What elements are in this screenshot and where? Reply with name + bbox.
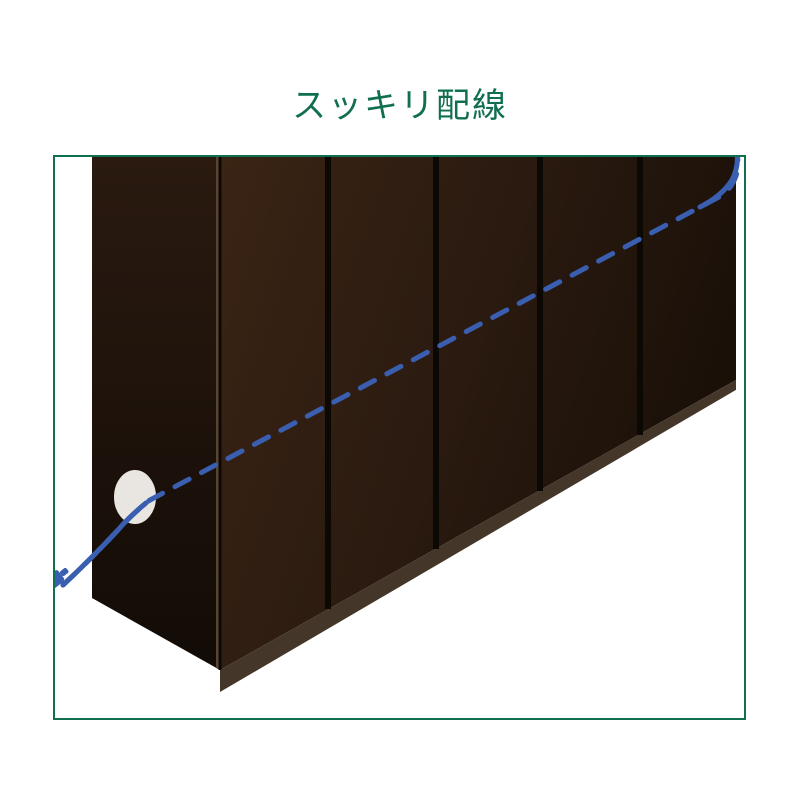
plug-right-icon — [725, 123, 755, 160]
diagram-canvas: スッキリ配線 — [0, 0, 800, 800]
cabinet-side — [92, 157, 220, 670]
cabinet-front — [220, 157, 736, 670]
diagram-illustration — [0, 0, 800, 800]
